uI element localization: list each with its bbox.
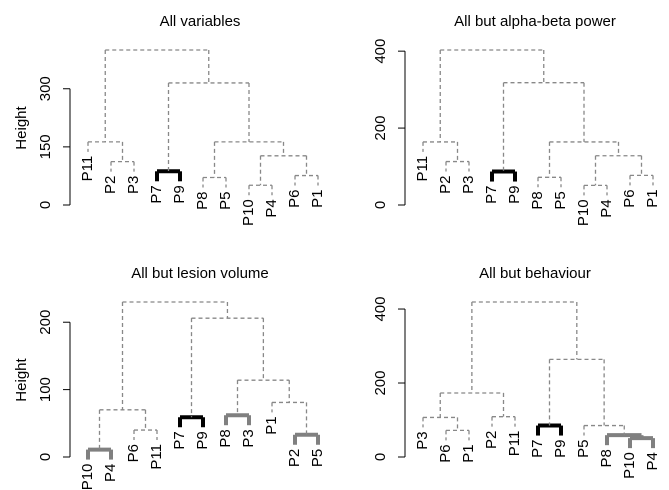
y-tick-label: 200 xyxy=(372,370,389,395)
leaf-label: P6 xyxy=(437,444,454,462)
y-axis-label: Height xyxy=(13,105,30,149)
leaf-label: P6 xyxy=(621,189,638,207)
leaf-label: P9 xyxy=(194,431,211,449)
leaf-label: P2 xyxy=(483,431,500,449)
leaf-label: P2 xyxy=(102,176,119,194)
leaf-label: P11 xyxy=(506,431,523,457)
leaf-label: P10 xyxy=(621,452,638,479)
leaf-label: P3 xyxy=(240,429,257,447)
y-tick-label: 150 xyxy=(37,134,54,159)
leaf-label: P5 xyxy=(575,440,592,458)
leaf-label: P4 xyxy=(102,464,119,482)
y-tick-label: 0 xyxy=(37,201,54,209)
leaf-label: P7 xyxy=(483,186,500,204)
y-tick-label: 0 xyxy=(372,201,389,209)
leaf-label: P8 xyxy=(194,191,211,209)
leaf-label: P6 xyxy=(125,444,142,462)
chart-title: All variables xyxy=(160,13,241,30)
leaf-label: P1 xyxy=(263,416,280,434)
leaf-label: P11 xyxy=(79,156,96,182)
chart-title: All but behaviour xyxy=(479,265,591,282)
y-tick-label: 200 xyxy=(372,116,389,141)
y-axis-label: Height xyxy=(13,357,30,401)
leaf-label: P5 xyxy=(552,191,569,209)
y-tick-label: 300 xyxy=(37,76,54,101)
chart-title: All but alpha-beta power xyxy=(454,13,616,30)
leaf-label: P4 xyxy=(598,199,615,217)
leaf-label: P8 xyxy=(529,191,546,209)
y-tick-label: 400 xyxy=(372,39,389,64)
leaf-label: P5 xyxy=(217,191,234,209)
leaf-label: P11 xyxy=(414,156,431,182)
leaf-label: P1 xyxy=(309,190,326,208)
leaf-label: P10 xyxy=(79,464,96,490)
leaf-label: P2 xyxy=(437,176,454,194)
y-tick-label: 100 xyxy=(37,377,54,402)
leaf-label: P7 xyxy=(529,440,546,458)
leaf-label: P9 xyxy=(171,185,188,203)
leaf-label: P9 xyxy=(552,440,569,458)
leaf-label: P10 xyxy=(240,199,257,226)
leaf-label: P2 xyxy=(286,449,303,467)
y-tick-label: 200 xyxy=(37,310,54,335)
leaf-label: P11 xyxy=(148,444,165,470)
leaf-label: P9 xyxy=(506,186,523,204)
leaf-label: P3 xyxy=(460,176,477,194)
leaf-label: P4 xyxy=(263,199,280,217)
leaf-label: P6 xyxy=(286,190,303,208)
leaf-label: P1 xyxy=(460,444,477,462)
chart-title: All but lesion volume xyxy=(131,265,269,282)
leaf-label: P8 xyxy=(217,429,234,447)
leaf-label: P7 xyxy=(171,431,188,449)
y-tick-label: 0 xyxy=(37,453,54,461)
leaf-label: P1 xyxy=(644,189,661,207)
leaf-label: P3 xyxy=(414,431,431,449)
y-tick-label: 0 xyxy=(372,453,389,461)
leaf-label: P3 xyxy=(125,176,142,194)
leaf-label: P5 xyxy=(309,449,326,467)
y-tick-label: 400 xyxy=(372,297,389,322)
leaf-label: P10 xyxy=(575,199,592,226)
leaf-label: P7 xyxy=(148,185,165,203)
leaf-label: P8 xyxy=(598,449,615,467)
leaf-label: P4 xyxy=(644,452,661,470)
